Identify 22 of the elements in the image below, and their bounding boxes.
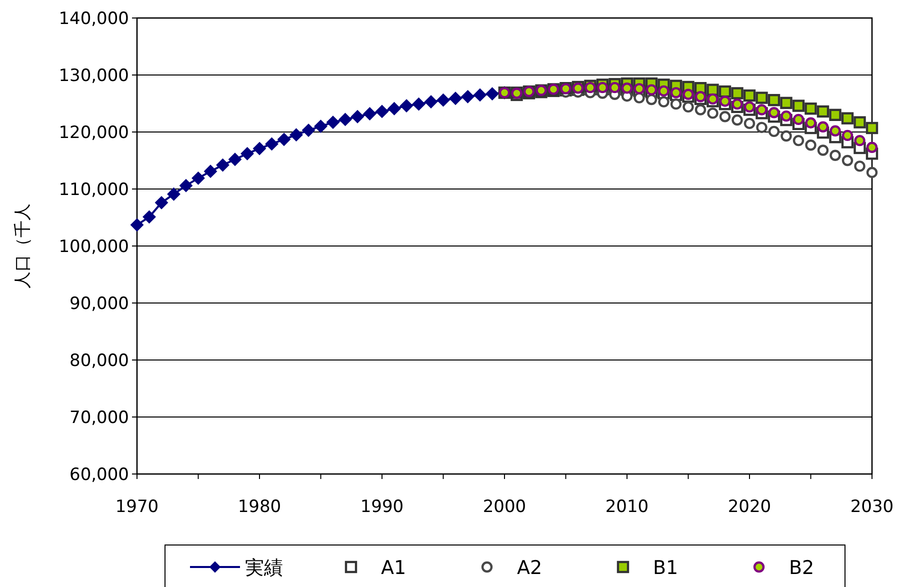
x-tick-label: 1970 [115, 497, 159, 517]
x-tick-label: 2000 [482, 497, 526, 517]
legend-label: A2 [517, 557, 542, 579]
x-tick-label: 2010 [605, 497, 649, 517]
y-tick-label: 70,000 [70, 408, 129, 428]
x-tick-label: 1990 [360, 497, 404, 517]
legend-label: B2 [789, 557, 814, 579]
x-tick-label: 1980 [238, 497, 282, 517]
y-tick-label: 130,000 [58, 66, 129, 86]
y-tick-label: 90,000 [70, 294, 129, 314]
y-tick-label: 120,000 [58, 123, 129, 143]
y-tick-label: 110,000 [58, 180, 129, 200]
legend-label: A1 [381, 557, 406, 579]
x-tick-label: 2030 [850, 497, 894, 517]
y-tick-label: 100,000 [58, 237, 129, 257]
y-tick-label: 140,000 [58, 9, 129, 29]
y-tick-label: 80,000 [70, 351, 129, 371]
legend-label: 実績 [245, 557, 283, 579]
y-axis-title: 人口（千人 [13, 204, 33, 288]
legend-label: B1 [653, 557, 678, 579]
x-tick-label: 2020 [728, 497, 772, 517]
y-tick-label: 60,000 [70, 465, 129, 485]
